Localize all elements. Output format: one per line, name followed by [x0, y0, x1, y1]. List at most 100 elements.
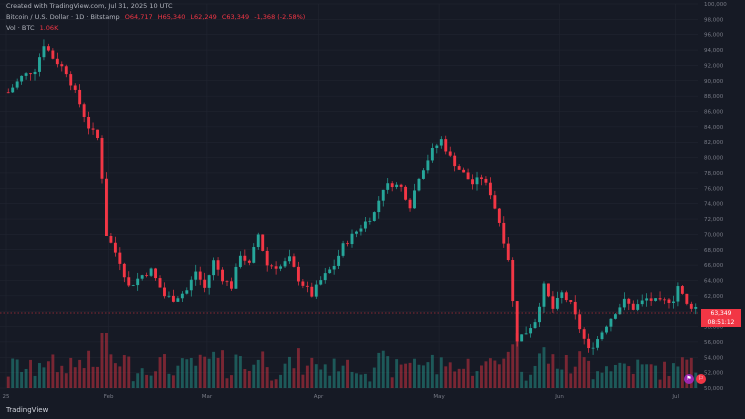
candle-body [87, 116, 91, 129]
candle-body [113, 242, 117, 253]
candle-body [413, 190, 416, 209]
volume-bar [288, 356, 291, 388]
candle-body [328, 269, 332, 274]
candle-body [29, 73, 33, 75]
price-tick-label: 68,000 [704, 248, 724, 254]
candle-body [33, 71, 37, 75]
candle-body [453, 155, 457, 167]
candle-body [243, 255, 247, 261]
candle-body [158, 278, 162, 288]
candle-body [381, 189, 385, 201]
candle-body [421, 170, 425, 179]
candle-body [38, 57, 41, 72]
candle-body [529, 328, 533, 334]
candle-body [337, 255, 341, 266]
volume-bar [314, 364, 318, 388]
candle-body [466, 172, 470, 180]
time-tick-label: May [433, 394, 445, 400]
volume-label: Vol · BTC [6, 24, 35, 32]
candle-body [194, 271, 198, 280]
volume-bar [167, 373, 171, 388]
candle-body [689, 303, 693, 309]
candle-body [524, 333, 528, 335]
volume-bar [234, 354, 238, 388]
volume-bar [350, 371, 354, 388]
volume-bar [404, 363, 408, 388]
volume-bar [87, 350, 91, 388]
candle-body [542, 283, 546, 307]
candle-body [216, 260, 220, 270]
volume-bar [82, 368, 86, 388]
volume-bar [551, 354, 555, 388]
candle-body [520, 334, 524, 342]
candle-body [6, 92, 10, 94]
volume-bar [631, 373, 635, 388]
candle-body [332, 265, 336, 270]
volume-bar [372, 367, 376, 388]
candle-body [511, 260, 515, 302]
price-tick-label: 72,000 [704, 217, 724, 223]
candle-body [613, 314, 617, 319]
candle-body [46, 46, 50, 51]
candle-body [292, 256, 296, 267]
price-tick-label: 64,000 [704, 278, 724, 284]
volume-bar [609, 371, 613, 388]
volume-bar [171, 375, 175, 388]
flag-icon[interactable]: ⚑ [684, 374, 694, 384]
price-tick-label: 70,000 [704, 232, 724, 238]
volume-legend: Vol · BTC 1.06K [6, 24, 61, 32]
volume-bar [471, 375, 474, 388]
volume-bar [64, 373, 68, 388]
price-tick-label: 90,000 [704, 79, 724, 85]
volume-bar [42, 367, 46, 388]
us-flag-icon[interactable]: ⚐ [696, 374, 706, 384]
volume-bar [627, 366, 631, 388]
volume-bar [180, 358, 184, 388]
volume-bar [69, 357, 73, 388]
price-tick-label: 98,000 [704, 17, 724, 23]
chart-created-note: Created with TradingView.com, Jul 31, 20… [6, 2, 173, 10]
volume-bar [265, 367, 269, 388]
volume-bar [145, 374, 149, 388]
volume-bar [667, 376, 671, 388]
volume-bar [301, 374, 305, 388]
candle-body [573, 301, 577, 315]
candle-body [462, 169, 466, 173]
candle-body [149, 268, 153, 276]
volume-bar [105, 333, 108, 388]
volume-bars [6, 333, 698, 388]
volume-bar [381, 350, 385, 388]
candle-body [444, 139, 448, 152]
volume-bar [78, 359, 82, 388]
volume-bar [399, 364, 403, 388]
candle-body [283, 261, 287, 267]
price-tick-label: 92,000 [704, 63, 724, 69]
time-tick-label: Mar [202, 394, 213, 400]
volume-bar [430, 354, 434, 388]
volume-bar [247, 370, 251, 388]
volume-bar [658, 379, 662, 388]
volume-bar [484, 361, 488, 388]
volume-bar [328, 375, 332, 388]
candle-body [91, 128, 95, 130]
volume-bar [261, 351, 265, 388]
volume-bar [274, 379, 278, 388]
volume-bar [46, 361, 50, 388]
volume-bar [529, 374, 533, 388]
volume-bar [346, 359, 349, 388]
volume-bar [497, 364, 501, 388]
candle-body [363, 221, 367, 229]
candle-body [645, 298, 649, 301]
price-tick-label: 62,000 [704, 294, 724, 300]
volume-bar [680, 357, 684, 388]
price-tick-label: 56,000 [704, 340, 724, 346]
candle-body [618, 307, 622, 315]
volume-bar [689, 357, 693, 388]
candles [6, 39, 698, 355]
candle-body [131, 285, 135, 286]
candle-body [256, 234, 260, 248]
price-tick-label: 80,000 [704, 156, 724, 162]
volume-bar [136, 373, 140, 388]
countdown-tag: 08:51:12 [701, 318, 741, 327]
